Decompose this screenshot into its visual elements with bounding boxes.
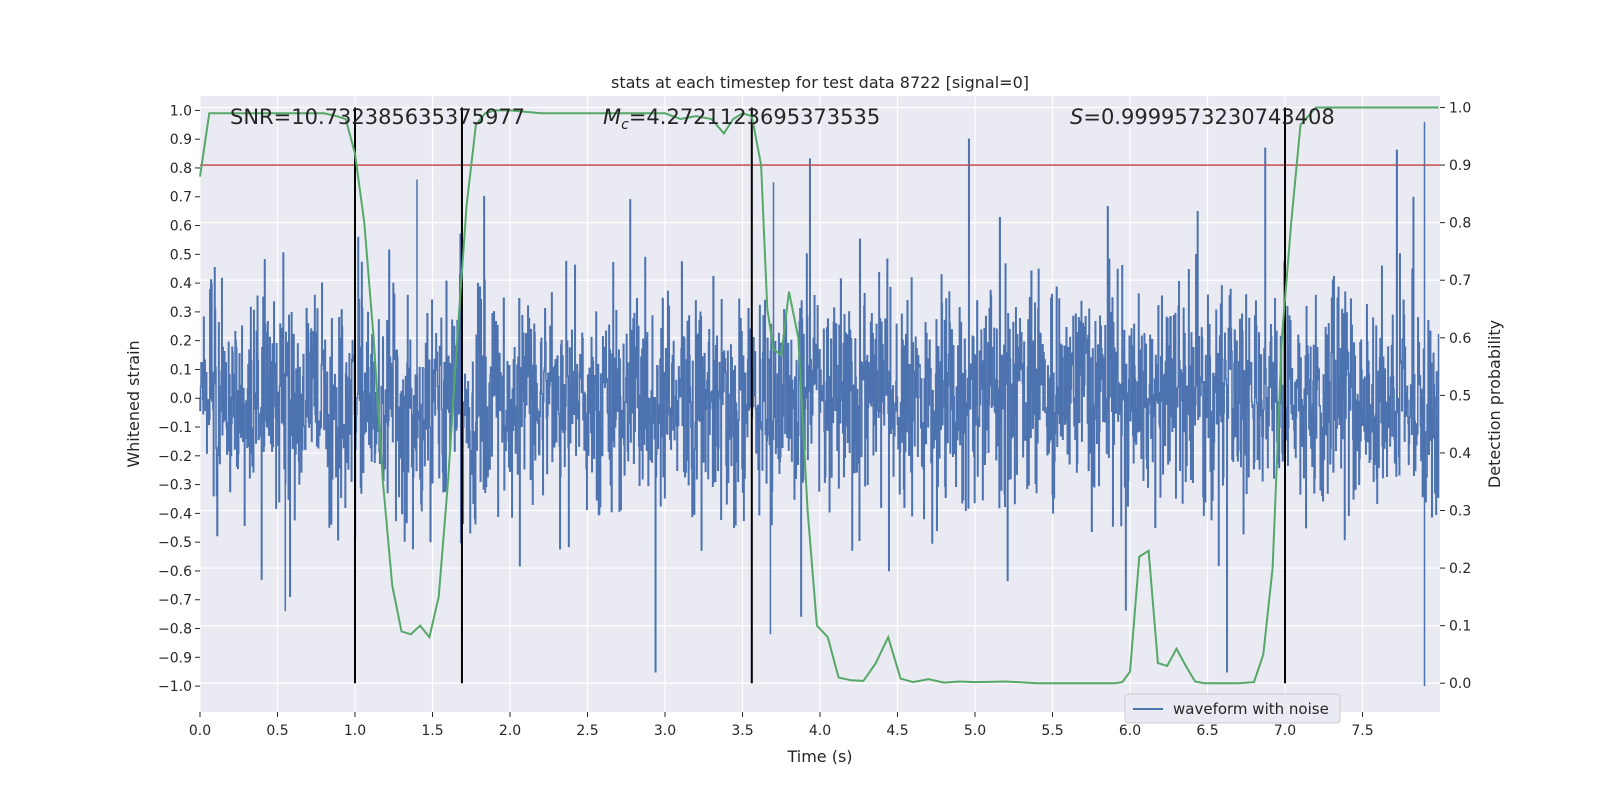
y-left-tick-label: 0.4 bbox=[170, 276, 192, 292]
y-right-tick-label: 0.6 bbox=[1449, 331, 1471, 347]
y-left-tick-label: 0.9 bbox=[170, 132, 192, 148]
s-annotation: S=0.9999573230743408 bbox=[1070, 105, 1335, 129]
y-right-tick-label: 0.7 bbox=[1449, 273, 1471, 289]
x-tick-label: 3.0 bbox=[654, 723, 676, 739]
legend: waveform with noise bbox=[1124, 693, 1341, 724]
s-value: =0.9999573230743408 bbox=[1083, 105, 1334, 129]
s-symbol: S bbox=[1070, 105, 1083, 129]
snr-annotation: SNR=10.732385635375977 bbox=[230, 105, 525, 129]
y-left-tick-label: 0.3 bbox=[170, 305, 192, 321]
x-tick-label: 6.5 bbox=[1196, 723, 1218, 739]
x-axis-label: Time (s) bbox=[786, 747, 852, 766]
x-tick-label: 1.0 bbox=[344, 723, 366, 739]
x-tick-label: 4.5 bbox=[886, 723, 908, 739]
x-tick-label: 3.5 bbox=[731, 723, 753, 739]
y-left-tick-label: −0.1 bbox=[158, 420, 192, 436]
y-right-tick-label: 0.5 bbox=[1449, 388, 1471, 404]
y-left-tick-label: −1.0 bbox=[158, 679, 192, 695]
waveform-trace bbox=[199, 121, 1440, 687]
y-left-tick-label: 0.6 bbox=[170, 219, 192, 235]
y-left-tick-label: −0.3 bbox=[158, 478, 192, 494]
y-right-axis-label: Detection probability bbox=[1485, 320, 1504, 488]
y-left-tick-label: 0.0 bbox=[170, 391, 192, 407]
x-ticks: 0.0 0.5 1.0 1.5 2.0 2.5 3.0 3.5 4.0 4.5 5.0 5.5 6.0 6… bbox=[189, 712, 1374, 739]
y-left-tick-label: 0.2 bbox=[170, 334, 192, 350]
x-tick-label: 0.0 bbox=[189, 723, 211, 739]
legend-box bbox=[1124, 693, 1341, 724]
y-left-tick-label: −0.4 bbox=[158, 506, 192, 522]
y-right-tick-label: 0.9 bbox=[1449, 158, 1471, 174]
y-left-tick-label: −0.5 bbox=[158, 535, 192, 551]
chart-title: stats at each timestep for test data 872… bbox=[611, 73, 1029, 92]
y-left-axis-label: Whitened strain bbox=[124, 340, 143, 467]
x-tick-label: 7.0 bbox=[1274, 723, 1296, 739]
x-tick-label: 1.5 bbox=[421, 723, 443, 739]
y-right-tick-label: 0.3 bbox=[1449, 504, 1471, 520]
x-tick-label: 7.5 bbox=[1351, 723, 1373, 739]
y-right-tick-label: 0.8 bbox=[1449, 216, 1471, 232]
chirp-mass-value: =4.2721123695373535 bbox=[629, 105, 880, 129]
chirp-mass-subscript: c bbox=[621, 117, 629, 133]
x-tick-label: 2.5 bbox=[576, 723, 598, 739]
waveform-series bbox=[199, 121, 1440, 687]
y-left-tick-label: −0.9 bbox=[158, 650, 192, 666]
x-tick-label: 5.0 bbox=[964, 723, 986, 739]
chirp-mass-symbol: M bbox=[603, 105, 621, 129]
x-tick-label: 0.5 bbox=[266, 723, 288, 739]
legend-label: waveform with noise bbox=[1173, 700, 1329, 718]
y-right-ticks: 1.0 0.9 0.8 0.7 0.6 0.5 0.4 0.3 0.2 0.1 0.0 bbox=[1440, 101, 1471, 692]
x-tick-label: 2.0 bbox=[499, 723, 521, 739]
y-left-tick-label: −0.2 bbox=[158, 449, 192, 465]
y-left-tick-label: 0.1 bbox=[170, 362, 192, 378]
y-right-tick-label: 1.0 bbox=[1449, 101, 1471, 117]
y-right-tick-label: 0.2 bbox=[1449, 561, 1471, 577]
probability-line bbox=[199, 106, 1439, 685]
y-left-tick-label: 0.8 bbox=[170, 161, 192, 177]
y-left-tick-label: −0.6 bbox=[158, 564, 192, 580]
y-left-tick-label: −0.8 bbox=[158, 622, 192, 638]
y-left-tick-label: 0.5 bbox=[170, 247, 192, 263]
y-right-tick-label: 0.0 bbox=[1449, 676, 1471, 692]
y-right-tick-label: 0.1 bbox=[1449, 619, 1471, 635]
x-tick-label: 4.0 bbox=[809, 723, 831, 739]
chirp-mass-annotation: Mc=4.2721123695373535 bbox=[603, 105, 880, 133]
y-left-tick-label: 0.7 bbox=[170, 190, 192, 206]
vertical-marker-lines bbox=[354, 107, 1286, 684]
y-left-tick-label: 1.0 bbox=[170, 103, 192, 119]
y-right-tick-label: 0.4 bbox=[1449, 446, 1471, 462]
x-tick-label: 6.0 bbox=[1119, 723, 1141, 739]
x-tick-label: 5.5 bbox=[1041, 723, 1063, 739]
y-left-tick-label: −0.7 bbox=[158, 593, 192, 609]
y-left-ticks: 1.0 0.9 0.8 0.7 0.6 0.5 0.4 0.3 0.2 0.1 0.0 −0.1 −0.… bbox=[158, 103, 200, 695]
